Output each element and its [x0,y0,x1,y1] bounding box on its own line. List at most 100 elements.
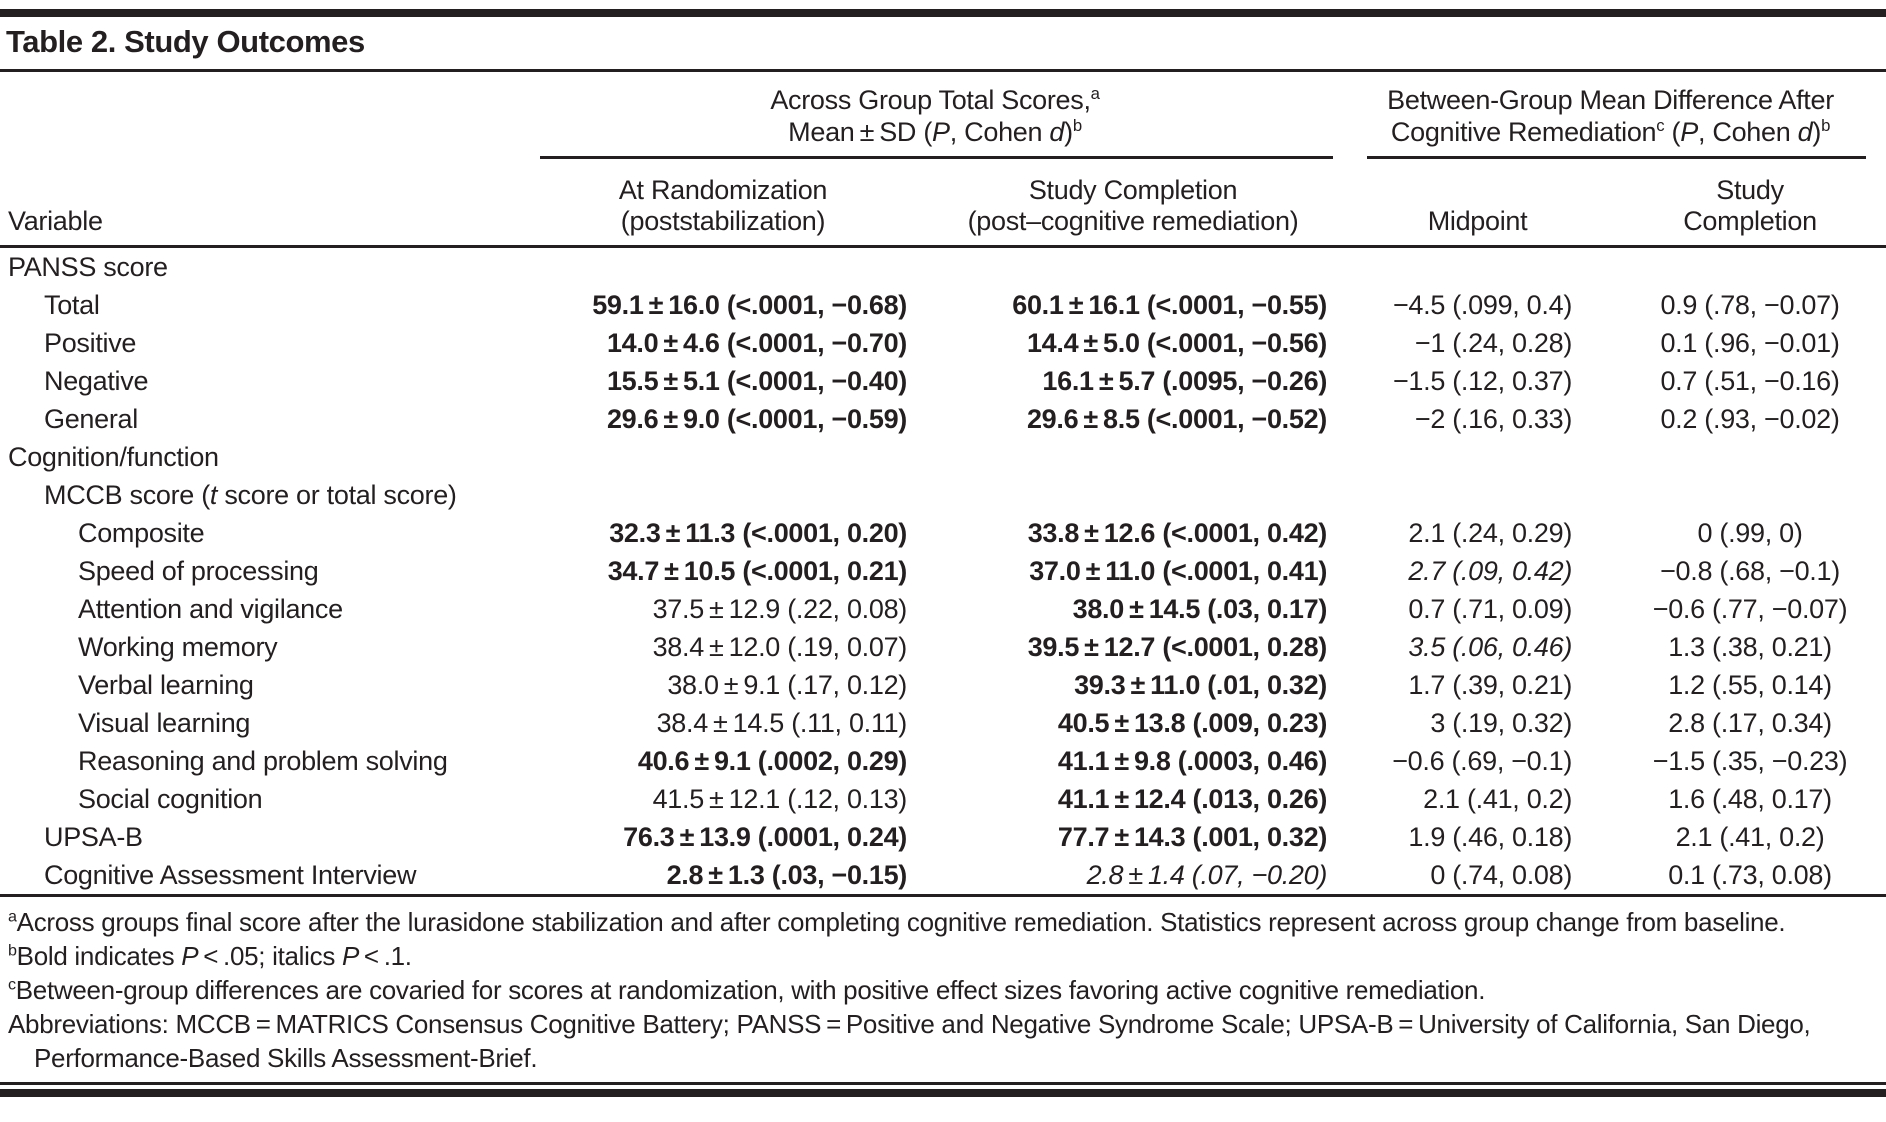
table-row: UPSA-B 76.3 ± 13.9 (.0001, 0.24) 77.7 ± … [0,818,1886,856]
header-col-diff-study-completion: Study Completion [1580,159,1886,248]
table-row: MCCB score (t score or total score) [0,476,1886,514]
table-row: Cognitive Assessment Interview 2.8 ± 1.3… [0,856,1886,896]
header-group-across-line1: Across Group Total Scores,a [770,84,1100,115]
table-row: Composite 32.3 ± 11.3 (<.0001, 0.20) 33.… [0,514,1886,552]
journal-table-page: Table 2. Study Outcomes Across Group Tot… [0,9,1886,1122]
table-row: General 29.6 ± 9.0 (<.0001, −0.59) 29.6 … [0,400,1886,438]
footnote-b: bBold indicates P < .05; italics P < .1. [8,939,1876,973]
row-cell-study-completion: 39.5 ± 12.7 (<.0001, 0.28) [1027,631,1328,662]
row-cell-randomization [445,476,915,514]
header-col-study-completion: Study Completion (post–cognitive remedia… [915,159,1336,248]
row-cell-diff-study-completion: 0.1 (.96, −0.01) [1660,327,1840,358]
footnote-c: cBetween-group differences are covaried … [8,973,1876,1007]
row-cell-midpoint: 3.5 (.06, 0.46) [1408,631,1573,662]
row-cell-study-completion: 41.1 ± 9.8 (.0003, 0.46) [1057,745,1328,776]
row-cell-diff-study-completion: 1.2 (.55, 0.14) [1668,669,1832,700]
row-cell-randomization [445,247,915,287]
footnote-b-marker: b [8,941,17,960]
footnote-abbreviations: Abbreviations: MCCB = MATRICS Consensus … [8,1007,1876,1075]
header-col-diff-study-completion-line1: Study [1716,175,1784,205]
row-cell-diff-study-completion: 1.3 (.38, 0.21) [1668,631,1832,662]
row-label: Negative [44,365,149,396]
table-row: Visual learning 38.4 ± 14.5 (.11, 0.11) … [0,704,1886,742]
row-cell-midpoint: 0 (.74, 0.08) [1430,859,1573,890]
row-cell-midpoint: 0.7 (.71, 0.09) [1408,593,1573,624]
row-cell-randomization [445,438,915,476]
header-sub-row: Variable At Randomization (poststabiliza… [0,159,1886,248]
header-group-between-underline [1367,156,1867,159]
header-group-across-scores: Across Group Total Scores,a Mean ± SD (P… [445,72,1335,159]
row-cell-study-completion: 41.1 ± 12.4 (.013, 0.26) [1057,783,1328,814]
table-row: Total 59.1 ± 16.0 (<.0001, −0.68) 60.1 ±… [0,286,1886,324]
row-cell-study-completion [915,476,1335,514]
row-cell-randomization: 38.4 ± 12.0 (.19, 0.07) [652,631,908,662]
table-row: Speed of processing 34.7 ± 10.5 (<.0001,… [0,552,1886,590]
header-group-between-diff: Between-Group Mean Difference After Cogn… [1335,72,1886,159]
row-cell-diff-study-completion: 2.1 (.41, 0.2) [1675,821,1825,852]
row-cell-study-completion: 60.1 ± 16.1 (<.0001, −0.55) [1012,289,1328,320]
row-cell-midpoint: −1.5 (.12, 0.37) [1392,365,1573,396]
row-label: Working memory [78,631,278,662]
row-cell-midpoint: −0.6 (.69, −0.1) [1392,745,1573,776]
bottom-rules [0,1082,1886,1097]
row-cell-midpoint: 3 (.19, 0.32) [1430,707,1573,738]
table-row: PANSS score [0,247,1886,287]
row-label: Visual learning [78,707,251,738]
row-cell-midpoint [1335,438,1580,476]
header-col-randomization: At Randomization (poststabilization) [445,159,915,248]
row-label: General [44,403,138,434]
footnote-b-text: Bold indicates P < .05; italics P < .1. [16,941,412,971]
row-cell-midpoint: 2.1 (.41, 0.2) [1423,783,1573,814]
row-cell-midpoint [1335,476,1580,514]
footnote-c-marker: c [8,975,16,994]
row-label: Cognitive Assessment Interview [44,859,417,890]
row-cell-study-completion: 38.0 ± 14.5 (.03, 0.17) [1072,593,1328,624]
row-label: Total [44,289,100,320]
table-row: Positive 14.0 ± 4.6 (<.0001, −0.70) 14.4… [0,324,1886,362]
row-cell-randomization: 34.7 ± 10.5 (<.0001, 0.21) [607,555,908,586]
row-cell-randomization: 2.8 ± 1.3 (.03, −0.15) [666,859,908,890]
row-cell-study-completion [915,247,1335,287]
table-body: PANSS score Total 59.1 ± 16.0 (<.0001, −… [0,247,1886,896]
header-group-across-underline [540,156,1334,159]
row-label: Verbal learning [78,669,254,700]
row-cell-study-completion: 39.3 ± 11.0 (.01, 0.32) [1074,669,1328,700]
row-cell-diff-study-completion: −0.8 (.68, −0.1) [1660,555,1840,586]
header-col-study-completion-line1: Study Completion [1028,175,1238,205]
row-cell-diff-study-completion: −1.5 (.35, −0.23) [1652,745,1848,776]
header-group-between-line1: Between-Group Mean Difference After [1387,85,1834,115]
row-cell-diff-study-completion: 0.2 (.93, −0.02) [1660,403,1840,434]
bottom-rule-thick [0,1089,1886,1097]
row-label: Reasoning and problem solving [78,745,448,776]
row-cell-diff-study-completion: 1.6 (.48, 0.17) [1668,783,1832,814]
row-cell-midpoint: −2 (.16, 0.33) [1414,403,1573,434]
table-row: Reasoning and problem solving 40.6 ± 9.1… [0,742,1886,780]
header-col-randomization-line2: (poststabilization) [620,206,826,236]
footnote-a-marker: a [8,907,17,926]
row-cell-diff-study-completion: 2.8 (.17, 0.34) [1668,707,1832,738]
header-col-study-completion-line2: (post–cognitive remediation) [967,206,1299,236]
table-row: Social cognition 41.5 ± 12.1 (.12, 0.13)… [0,780,1886,818]
row-label: Composite [78,517,205,548]
header-group-between-line2: Cognitive Remediationc (P, Cohen d)b [1390,116,1831,147]
top-rule-thick [0,9,1886,17]
table-header: Across Group Total Scores,a Mean ± SD (P… [0,72,1886,248]
row-label: Social cognition [78,783,263,814]
row-cell-midpoint [1335,247,1580,287]
row-label: Attention and vigilance [78,593,343,624]
header-col-diff-study-completion-line2: Completion [1683,206,1817,236]
row-cell-study-completion: 33.8 ± 12.6 (<.0001, 0.42) [1027,517,1328,548]
footnote-a-text: Across groups final score after the lura… [16,907,1786,937]
page-title: Table 2. Study Outcomes [0,17,1886,72]
row-cell-midpoint: 2.1 (.24, 0.29) [1408,517,1573,548]
row-cell-diff-study-completion: −0.6 (.77, −0.07) [1652,593,1848,624]
footnote-c-text: Between-group differences are covaried f… [15,975,1486,1005]
row-cell-midpoint: 1.7 (.39, 0.21) [1408,669,1573,700]
row-cell-diff-study-completion [1580,476,1886,514]
row-label: MCCB score (t score or total score) [44,479,457,510]
header-col-randomization-line1: At Randomization [618,175,828,205]
row-cell-diff-study-completion: 0.1 (.73, 0.08) [1668,859,1832,890]
row-cell-diff-study-completion [1580,247,1886,287]
row-cell-randomization: 29.6 ± 9.0 (<.0001, −0.59) [606,403,907,434]
footnote-abbreviations-text: Abbreviations: MCCB = MATRICS Consensus … [8,1009,1811,1073]
